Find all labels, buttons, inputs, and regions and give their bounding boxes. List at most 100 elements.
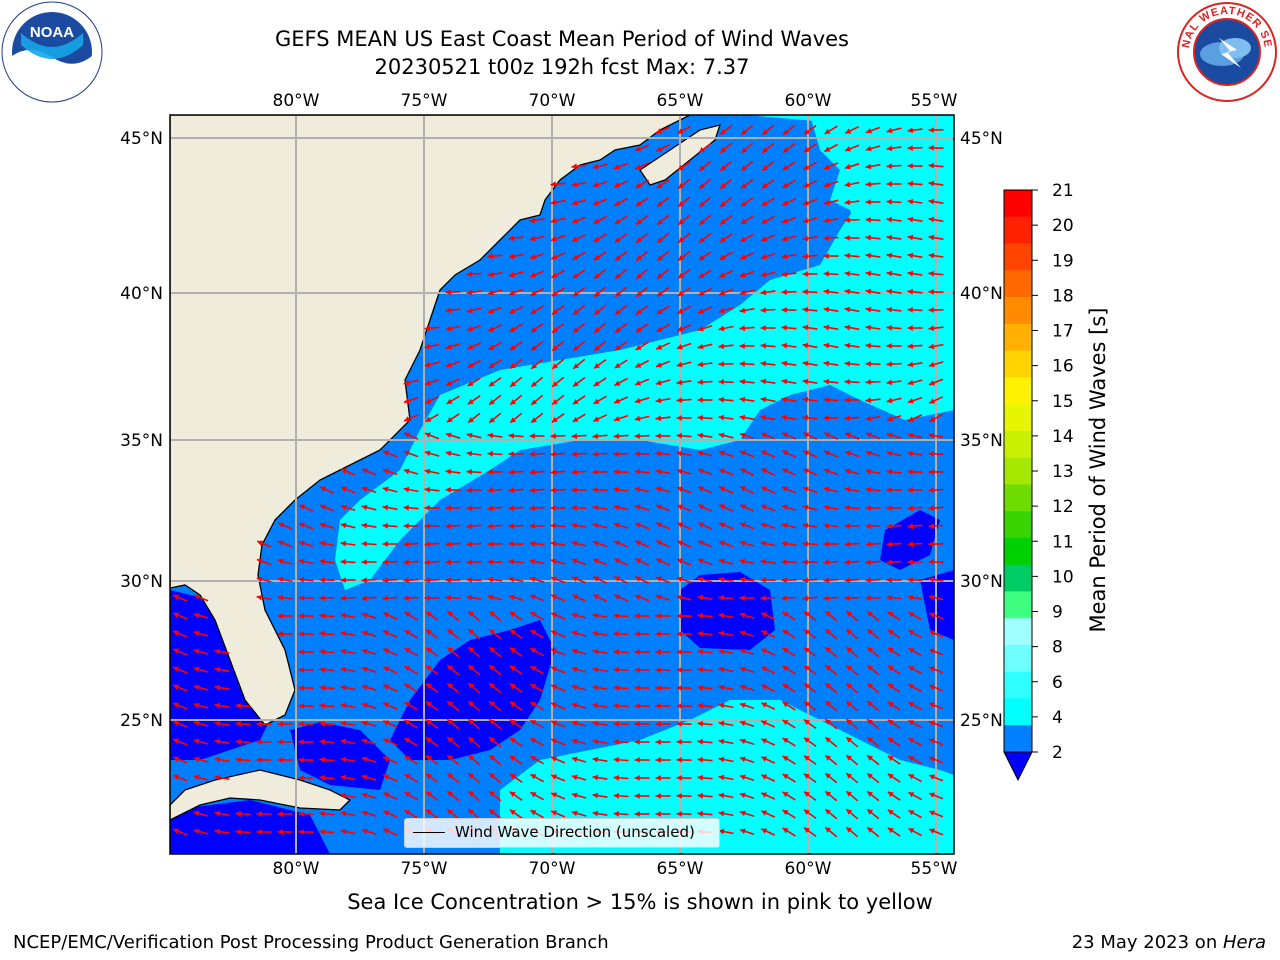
wave-direction-arrowhead — [277, 558, 284, 565]
sea-ice-note: Sea Ice Concentration > 15% is shown in … — [347, 890, 933, 914]
wave-direction-arrowhead — [173, 684, 180, 690]
wave-direction-arrowhead — [214, 738, 221, 745]
wave-direction-arrowhead — [907, 432, 914, 439]
wave-direction-arrowhead — [657, 273, 663, 279]
wave-direction-arrowhead — [657, 219, 664, 225]
wave-direction-arrowhead — [489, 665, 495, 671]
wave-direction-arrowhead — [697, 720, 703, 727]
wave-direction-arrowhead — [907, 577, 913, 583]
wave-direction-arrowhead — [635, 344, 642, 350]
wave-direction-arrowhead — [466, 541, 472, 547]
wave-direction-arrowhead — [551, 648, 557, 654]
wave-direction-arrowhead — [530, 756, 537, 762]
wave-direction-arrowhead — [571, 469, 577, 475]
wave-direction-arrowhead — [489, 719, 495, 725]
wave-direction-arrowhead — [844, 504, 850, 511]
wave-direction-arrowhead — [530, 612, 537, 618]
wave-direction-arrowhead — [530, 810, 537, 816]
deep-blue-central — [680, 572, 775, 650]
wave-direction-arrowhead — [782, 648, 789, 654]
wave-direction-arrowhead — [740, 486, 747, 492]
wave-direction-arrowhead — [865, 397, 872, 404]
wave-direction-arrowhead — [844, 468, 851, 475]
wave-direction-arrowhead — [403, 468, 410, 475]
chart-title: GEFS MEAN US East Coast Mean Period of W… — [275, 27, 849, 51]
wave-direction-arrowhead — [298, 721, 304, 727]
wave-direction-arrowhead — [718, 432, 725, 439]
wave-direction-arrowhead — [319, 756, 325, 763]
wave-direction-arrowhead — [740, 236, 747, 242]
wave-direction-arrowhead — [676, 775, 682, 781]
wave-direction-arrowhead — [740, 254, 747, 260]
wave-direction-arrowhead — [614, 558, 621, 564]
wave-direction-arrowhead — [781, 414, 788, 421]
wave-direction-arrowhead — [655, 811, 661, 817]
wave-direction-arrowhead — [361, 648, 368, 655]
wave-direction-arrowhead — [592, 666, 599, 673]
wave-direction-arrowhead — [445, 450, 452, 457]
wave-direction-arrowhead — [613, 416, 620, 422]
wave-direction-arrowhead — [676, 793, 682, 799]
wave-direction-arrowhead — [551, 810, 557, 816]
wave-direction-arrowhead — [508, 469, 514, 475]
wave-direction-arrowhead — [214, 720, 221, 727]
wave-direction-arrowhead — [277, 757, 283, 763]
wave-direction-arrowhead — [907, 343, 913, 349]
wave-direction-arrowhead — [739, 272, 746, 278]
wave-direction-arrowhead — [319, 577, 325, 583]
wave-direction-arrowhead — [592, 810, 599, 817]
wave-direction-arrowhead — [404, 720, 411, 726]
wave-direction-arrowhead — [340, 720, 347, 727]
wave-direction-arrowhead — [319, 702, 325, 709]
wave-direction-arrowhead — [446, 380, 453, 386]
wave-direction-arrowhead — [846, 665, 853, 671]
wave-direction-arrowhead — [845, 146, 851, 152]
wave-direction-arrowhead — [867, 665, 873, 671]
wave-direction-arrowhead — [508, 253, 515, 260]
wave-direction-arrowhead — [404, 756, 411, 762]
wave-direction-arrowhead — [592, 648, 599, 655]
wave-direction-arrowhead — [718, 414, 725, 421]
wave-direction-arrowhead — [928, 594, 935, 601]
wave-direction-arrowhead — [887, 665, 894, 672]
wave-direction-arrowhead — [613, 649, 619, 655]
wave-direction-arrowhead — [865, 252, 872, 259]
wave-direction-arrowhead — [593, 218, 600, 224]
wave-direction-arrowhead — [468, 683, 475, 689]
wave-direction-arrowhead — [907, 216, 914, 223]
wave-direction-arrowhead — [825, 809, 832, 815]
wave-direction-arrowhead — [572, 594, 579, 600]
wave-direction-arrowhead — [844, 199, 851, 206]
wave-direction-arrowhead — [676, 811, 682, 817]
wave-direction-arrowhead — [404, 648, 411, 654]
wave-direction-arrowhead — [489, 737, 495, 743]
wave-direction-arrowhead — [592, 612, 599, 619]
wave-direction-arrowhead — [865, 342, 871, 349]
wave-direction-arrowhead — [656, 146, 663, 152]
wave-direction-arrowhead — [782, 200, 789, 206]
wave-direction-arrowhead — [340, 810, 347, 817]
wave-direction-arrowhead — [571, 540, 578, 547]
wave-direction-arrowhead — [825, 611, 832, 617]
wave-direction-arrowhead — [634, 631, 640, 637]
wave-direction-arrowhead — [698, 254, 705, 261]
wave-direction-arrowhead — [803, 450, 810, 456]
wave-direction-arrowhead — [319, 595, 325, 601]
wave-direction-arrowhead — [614, 380, 621, 386]
wave-direction-arrowhead — [382, 559, 388, 565]
wave-direction-arrowhead — [655, 757, 661, 763]
wave-direction-arrowhead — [676, 361, 683, 368]
wave-direction-arrowhead — [531, 363, 538, 369]
wave-direction-arrowhead — [592, 792, 599, 799]
wave-direction-arrowhead — [635, 182, 642, 188]
colorbar-band — [1004, 591, 1032, 619]
wave-direction-arrowhead — [468, 791, 475, 797]
wave-direction-arrowhead — [865, 577, 871, 583]
wave-direction-arrowhead — [552, 345, 559, 351]
wave-direction-arrowhead — [466, 450, 473, 457]
wave-direction-arrowhead — [761, 828, 768, 834]
wave-direction-arrowhead — [803, 737, 810, 743]
wave-direction-arrowhead — [572, 398, 579, 405]
wave-direction-arrowhead — [550, 199, 557, 206]
wave-direction-arrowhead — [886, 343, 892, 349]
